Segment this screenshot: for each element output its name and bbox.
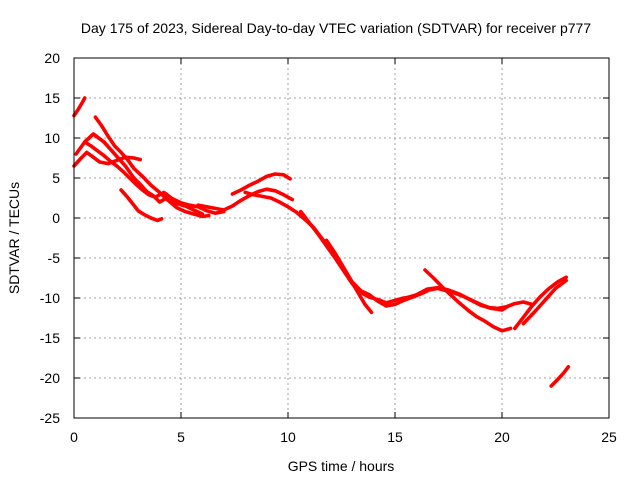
series-arc-8 (230, 172, 292, 196)
series-arc-17 (549, 364, 571, 388)
y-tick-label: -10 (40, 290, 60, 306)
y-tick-label: -15 (40, 330, 60, 346)
x-tick-label: 10 (280, 429, 296, 445)
series-arc-14 (444, 288, 534, 311)
series-arc-16 (521, 278, 569, 326)
series-arc-1 (72, 96, 87, 118)
series-arc-2 (72, 150, 143, 168)
y-tick-label: 5 (52, 170, 60, 186)
x-tick-label: 25 (601, 429, 617, 445)
data-series (72, 96, 571, 388)
y-axis-label: SDTVAR / TECUs (6, 182, 22, 294)
series-arc-7 (196, 187, 295, 212)
y-tick-label: -20 (40, 370, 60, 386)
x-tick-label: 20 (494, 429, 510, 445)
series-arc-3 (74, 132, 205, 216)
series-arc-4 (82, 140, 226, 215)
grid-lines (74, 58, 609, 418)
axes (73, 57, 610, 419)
y-tick-label: 0 (52, 210, 60, 226)
tick-labels: 0 5 10 15 20 25 -25 -20 -15 -10 -5 0 5 10 15 20 (40, 50, 617, 445)
x-tick-label: 5 (177, 429, 185, 445)
y-tick-label: 20 (44, 50, 60, 66)
plot-frame (73, 57, 610, 419)
series-arc-15 (512, 275, 569, 331)
series-arc-6 (119, 188, 164, 223)
y-tick-label: -25 (40, 410, 60, 426)
x-axis-label: GPS time / hours (288, 458, 395, 474)
series-arc-13 (423, 268, 513, 333)
x-tick-label: 0 (70, 429, 78, 445)
y-tick-label: -5 (48, 250, 61, 266)
y-tick-label: 15 (44, 90, 60, 106)
y-tick-label: 10 (44, 130, 60, 146)
series-arc-5 (93, 115, 211, 219)
x-tick-label: 15 (387, 429, 403, 445)
series-arc-9 (243, 190, 374, 315)
chart-title: Day 175 of 2023, Sidereal Day-to-day VTE… (81, 20, 591, 36)
